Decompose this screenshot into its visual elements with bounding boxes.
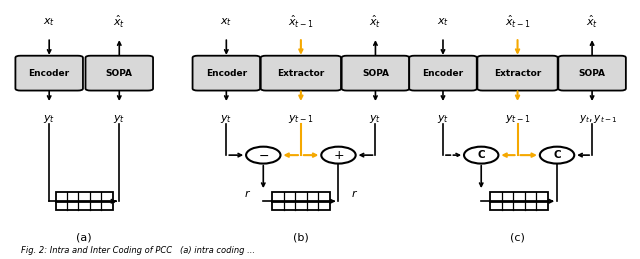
FancyBboxPatch shape (15, 56, 83, 91)
Text: $x_t$: $x_t$ (437, 16, 449, 28)
Text: $r$: $r$ (244, 188, 251, 199)
Text: $r$: $r$ (351, 188, 358, 199)
Ellipse shape (246, 147, 280, 164)
Text: $y_t, y_{t-1}$: $y_t, y_{t-1}$ (579, 113, 618, 125)
FancyBboxPatch shape (193, 56, 260, 91)
Text: $y_t$: $y_t$ (437, 113, 449, 125)
Ellipse shape (540, 147, 574, 164)
Bar (490, 192, 548, 210)
FancyBboxPatch shape (260, 56, 341, 91)
Text: SOPA: SOPA (106, 69, 132, 78)
Text: Encoder: Encoder (29, 69, 70, 78)
Text: Encoder: Encoder (206, 69, 247, 78)
FancyBboxPatch shape (477, 56, 557, 91)
Text: $x_t$: $x_t$ (43, 16, 55, 28)
Text: $\hat{x}_t$: $\hat{x}_t$ (369, 14, 381, 30)
Text: $\hat{x}_{t-1}$: $\hat{x}_{t-1}$ (504, 14, 531, 30)
Text: $\hat{x}_{t-1}$: $\hat{x}_{t-1}$ (288, 14, 314, 30)
Text: C: C (477, 150, 485, 160)
Text: SOPA: SOPA (579, 69, 605, 78)
Text: $y_t$: $y_t$ (43, 113, 55, 125)
FancyBboxPatch shape (86, 56, 153, 91)
Text: $y_t$: $y_t$ (220, 113, 232, 125)
Text: SOPA: SOPA (362, 69, 389, 78)
Text: (c): (c) (510, 232, 525, 242)
Text: $-$: $-$ (258, 149, 269, 162)
Text: $x_t$: $x_t$ (220, 16, 232, 28)
Text: Extractor: Extractor (494, 69, 541, 78)
Text: $y_{t-1}$: $y_{t-1}$ (505, 113, 531, 125)
Bar (272, 192, 330, 210)
Text: $y_t$: $y_t$ (369, 113, 381, 125)
Text: Fig. 2: Intra and Inter Coding of PCC   (a) intra coding ...: Fig. 2: Intra and Inter Coding of PCC (a… (20, 246, 255, 255)
Text: (b): (b) (293, 232, 308, 242)
Text: $+$: $+$ (333, 149, 344, 162)
Text: (a): (a) (76, 232, 92, 242)
Text: $\hat{x}_t$: $\hat{x}_t$ (113, 14, 125, 30)
Text: C: C (553, 150, 561, 160)
Text: $\hat{x}_t$: $\hat{x}_t$ (586, 14, 598, 30)
FancyBboxPatch shape (409, 56, 477, 91)
Ellipse shape (464, 147, 499, 164)
Text: Extractor: Extractor (277, 69, 324, 78)
Bar (56, 192, 113, 210)
Ellipse shape (321, 147, 356, 164)
Text: $y_{t-1}$: $y_{t-1}$ (288, 113, 314, 125)
FancyBboxPatch shape (342, 56, 409, 91)
Text: Encoder: Encoder (422, 69, 463, 78)
Text: $y_t$: $y_t$ (113, 113, 125, 125)
FancyBboxPatch shape (558, 56, 626, 91)
